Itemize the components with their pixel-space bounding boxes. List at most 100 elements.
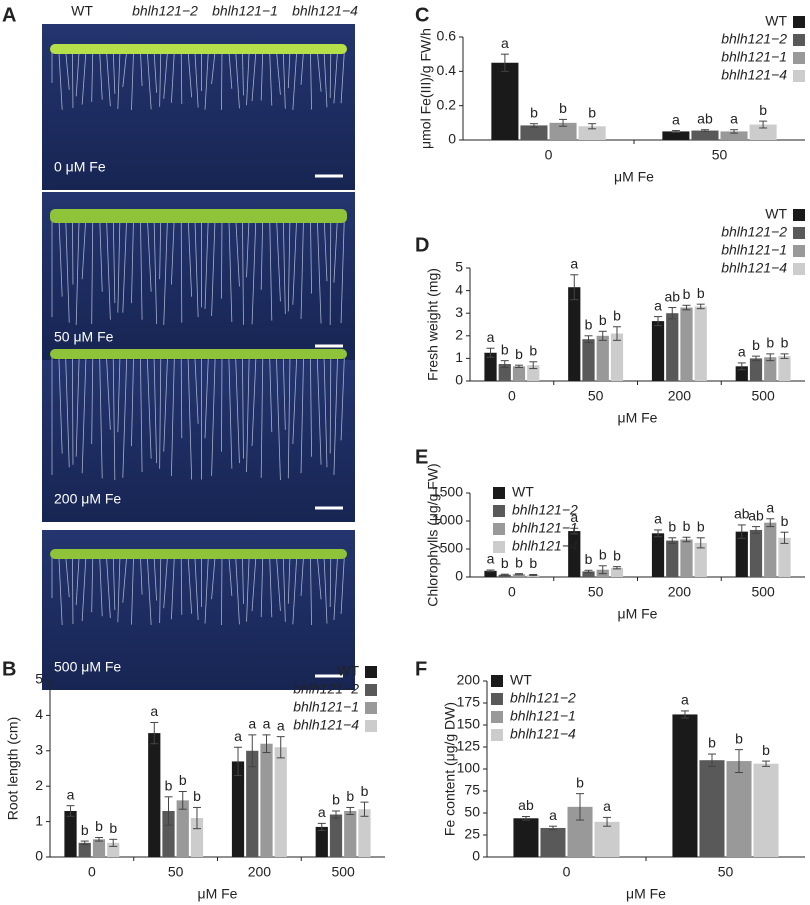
significance-letter: a [318, 804, 326, 820]
root [140, 214, 143, 320]
bar [315, 826, 328, 857]
bar [749, 124, 777, 140]
root [91, 554, 94, 613]
y-axis-label: Root length (cm) [5, 717, 21, 820]
error-bar [603, 816, 612, 827]
significance-letter: a [67, 786, 75, 802]
root [159, 49, 162, 107]
root [122, 554, 128, 603]
root [211, 49, 216, 85]
root [153, 49, 158, 93]
root [91, 214, 94, 324]
root [187, 214, 193, 297]
legend-swatch [491, 711, 503, 723]
legend-swatch [491, 675, 503, 687]
bar [720, 131, 748, 140]
x-tick-label: 0 [88, 864, 96, 880]
significance-letter: b [109, 820, 117, 836]
root [65, 554, 70, 598]
genotype-label: bhlh121−1 [212, 3, 278, 19]
significance-letter: b [759, 102, 767, 118]
error-bar [671, 130, 680, 133]
panel-label: A [2, 4, 16, 26]
condition-label: 500 μM Fe [54, 659, 121, 675]
root [340, 49, 345, 104]
y-axis-label: μmol Fe(III)/g FW/h [418, 28, 434, 149]
root [146, 554, 152, 625]
root [140, 354, 143, 473]
error-bar [759, 120, 768, 129]
genotype-label: bhlh121−4 [292, 3, 358, 19]
y-tick-label: 0 [455, 568, 463, 584]
bar [680, 307, 693, 381]
root [159, 214, 162, 280]
root [300, 214, 304, 319]
significance-letter: b [697, 519, 705, 535]
bar [680, 539, 693, 577]
legend-label: bhlh121−4 [512, 538, 578, 554]
significance-letter: b [585, 317, 593, 333]
bar [582, 339, 595, 381]
condition-label: 50 μM Fe [54, 329, 114, 345]
root [75, 554, 80, 606]
root [106, 354, 111, 430]
x-tick-label: 200 [668, 388, 692, 404]
significance-letter: a [654, 511, 662, 527]
root [153, 554, 158, 601]
legend-label: bhlh121−1 [721, 242, 787, 258]
error-bar [529, 123, 538, 128]
y-axis-label: Fresh weight (mg) [425, 268, 441, 381]
root [72, 554, 74, 625]
root [99, 49, 103, 100]
legend-label: bhlh121−4 [293, 717, 359, 733]
error-bar [780, 353, 789, 359]
error-bar [588, 123, 597, 130]
bar [520, 125, 548, 140]
error-bar [737, 362, 746, 371]
legend-swatch [793, 52, 805, 64]
significance-letter: a [487, 551, 495, 567]
seedlings [50, 549, 347, 559]
error-bar [682, 536, 691, 543]
y-axis-label: Fe content (μg/g DW) [442, 702, 458, 836]
significance-letter: ab [697, 110, 713, 126]
error-bar [700, 129, 709, 132]
legend-swatch [493, 541, 505, 553]
legend-swatch [365, 684, 377, 696]
significance-letter: a [672, 111, 680, 127]
y-tick-label: 2 [35, 777, 43, 793]
root [251, 554, 257, 612]
significance-letter: b [599, 547, 607, 563]
error-bar [276, 736, 285, 759]
bar [735, 531, 748, 577]
bar [92, 839, 106, 857]
error-bar [766, 518, 775, 528]
legend-swatch [493, 505, 505, 517]
bar [527, 365, 540, 381]
legend-label: WT [765, 13, 787, 29]
error-bar [529, 573, 538, 577]
root [228, 49, 233, 89]
root [246, 354, 250, 473]
root [106, 49, 111, 107]
root [194, 214, 199, 318]
error-bar [500, 53, 509, 72]
significance-letter: b [585, 551, 593, 567]
bar [651, 533, 665, 577]
legend-swatch [491, 729, 503, 741]
legend-label: bhlh121−1 [721, 49, 787, 65]
root [211, 554, 216, 600]
panel-label: D [415, 234, 429, 256]
error-bar [752, 526, 761, 534]
error-bar [346, 806, 355, 816]
root [131, 554, 134, 625]
root [323, 214, 328, 282]
bar [162, 810, 175, 857]
bar [540, 827, 566, 857]
error-bar [696, 537, 705, 549]
error-bar [737, 524, 746, 539]
significance-letter: b [613, 547, 621, 563]
x-tick-label: 0 [508, 584, 516, 600]
legend-swatch [793, 70, 805, 82]
root [242, 554, 244, 604]
